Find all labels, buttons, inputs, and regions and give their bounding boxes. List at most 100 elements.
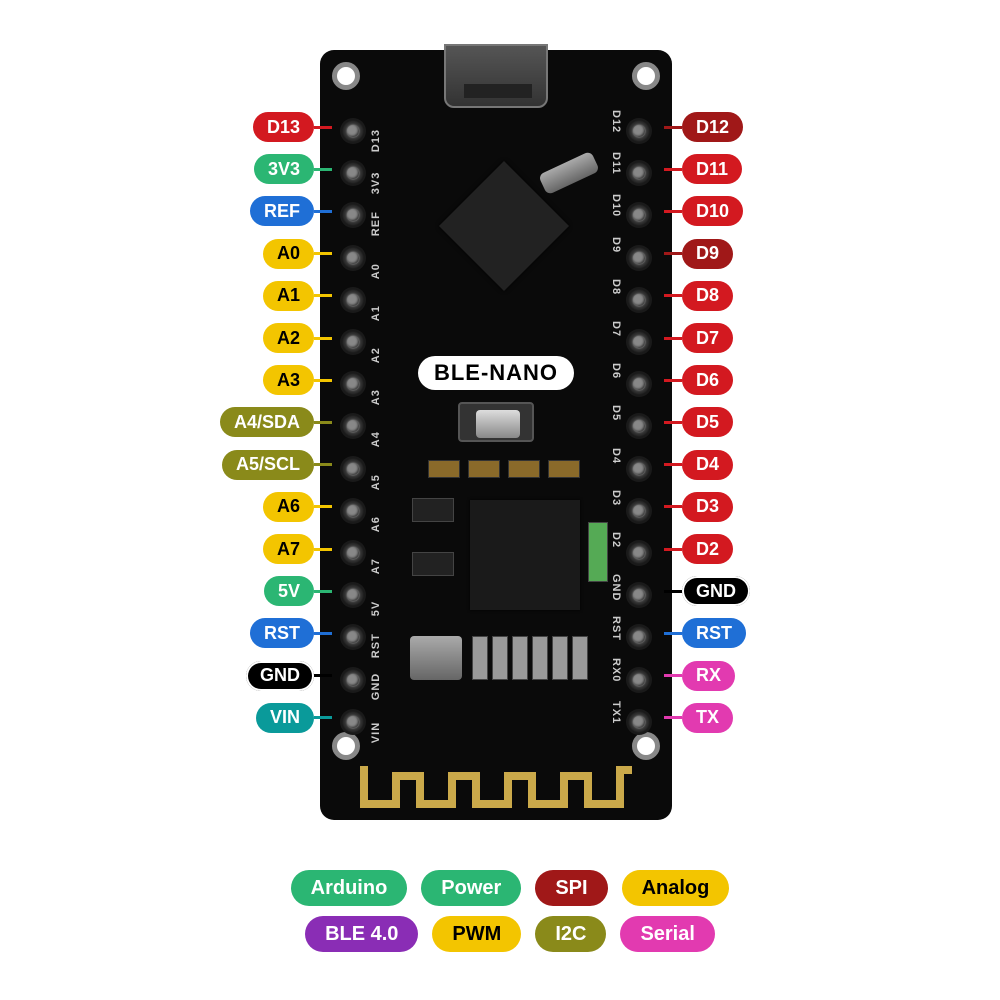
pin-label-row: A3 [263, 365, 332, 395]
silk-label: A6 [370, 490, 382, 532]
capacitor-bank-icon [470, 634, 590, 682]
pin-pad [626, 448, 652, 490]
pin-connector-line [664, 505, 682, 508]
pin-pad [626, 532, 652, 574]
pin-label-row: A1 [263, 281, 332, 311]
pin-label: A1 [263, 281, 314, 311]
pin-header-left [340, 110, 366, 743]
crystal-oscillator-icon [538, 151, 600, 195]
pin-label: D5 [682, 407, 733, 437]
pin-connector-line [314, 337, 332, 340]
pin-pad [626, 363, 652, 405]
silk-label: 5V [370, 574, 382, 616]
pin-pad [626, 405, 652, 447]
pin-connector-line [314, 505, 332, 508]
silk-label: D10 [610, 194, 622, 236]
ic-icon [412, 498, 454, 522]
pin-connector-line [664, 674, 682, 677]
pin-label: VIN [256, 703, 314, 733]
pin-pad [340, 616, 366, 658]
legend-pill: Power [421, 870, 521, 906]
silkscreen-left: D133V3REFA0A1A2A3A4A5A6A75VRSTGNDVIN [370, 110, 382, 743]
pin-pad [340, 237, 366, 279]
legend-pill: Serial [620, 916, 714, 952]
pin-connector-line [314, 674, 332, 677]
pin-label: A3 [263, 365, 314, 395]
silk-label: D9 [610, 237, 622, 279]
pin-label: A6 [263, 492, 314, 522]
pin-label: D7 [682, 323, 733, 353]
legend-pill: SPI [535, 870, 607, 906]
silk-label: D6 [610, 363, 622, 405]
pin-pad [626, 321, 652, 363]
pin-label-row: GND [664, 576, 750, 606]
pin-label-row: D3 [664, 492, 733, 522]
pin-pad [340, 658, 366, 700]
pin-label: D2 [682, 534, 733, 564]
ble-chip-icon [470, 500, 580, 610]
capacitor-icon [468, 460, 500, 478]
pin-label-row: D12 [664, 112, 743, 142]
pin-connector-line [664, 548, 682, 551]
legend-pill: PWM [432, 916, 521, 952]
silk-label: GND [370, 658, 382, 700]
ic-icon [412, 552, 454, 576]
antenna-trace-icon [360, 766, 632, 808]
pin-label: 3V3 [254, 154, 314, 184]
pin-pad [626, 490, 652, 532]
silk-label: TX1 [610, 701, 622, 743]
pin-connector-line [314, 294, 332, 297]
silkscreen-right: D12D11D10D9D8D7D6D5D4D3D2GNDRSTRX0TX1 [610, 110, 622, 743]
pin-label: D10 [682, 196, 743, 226]
pin-label: D8 [682, 281, 733, 311]
pin-label-row: D9 [664, 239, 733, 269]
pin-label: D13 [253, 112, 314, 142]
pin-connector-line [314, 463, 332, 466]
pin-pad [340, 405, 366, 447]
silk-label: RST [610, 616, 622, 658]
silk-label: A3 [370, 363, 382, 405]
pin-label: 5V [264, 576, 314, 606]
pin-connector-line [314, 126, 332, 129]
pin-connector-line [314, 210, 332, 213]
silk-label: A1 [370, 279, 382, 321]
pin-label: REF [250, 196, 314, 226]
pin-label-row: 5V [264, 576, 332, 606]
pin-connector-line [664, 421, 682, 424]
silk-label: D5 [610, 405, 622, 447]
pin-label: A2 [263, 323, 314, 353]
pin-label: D9 [682, 239, 733, 269]
pin-connector-line [664, 379, 682, 382]
silk-label: REF [370, 194, 382, 236]
pin-label-row: D11 [664, 154, 742, 184]
pin-label-row: A5/SCL [222, 450, 332, 480]
pin-label: D12 [682, 112, 743, 142]
pin-pad [340, 363, 366, 405]
pin-header-right [626, 110, 652, 743]
pin-label: D4 [682, 450, 733, 480]
pin-label-row: D10 [664, 196, 743, 226]
board-diagram: D133V3REFA0A1A2A3A4A5A6A75VRSTGNDVIN D12… [320, 50, 672, 820]
board-name-label: BLE-NANO [418, 356, 574, 390]
pin-label-row: A0 [263, 239, 332, 269]
legend: ArduinoPowerSPIAnalogBLE 4.0PWMI2CSerial [240, 870, 780, 952]
silk-label: D2 [610, 532, 622, 574]
pin-pad [626, 152, 652, 194]
pin-label: RX [682, 661, 735, 691]
pin-label-row: A6 [263, 492, 332, 522]
silk-label: D7 [610, 321, 622, 363]
pin-pad [626, 658, 652, 700]
mounting-hole [332, 62, 360, 90]
silk-label: D12 [610, 110, 622, 152]
silk-label: A4 [370, 405, 382, 447]
ic-icon [588, 522, 608, 582]
reset-button-icon [458, 402, 534, 442]
pin-connector-line [664, 252, 682, 255]
pin-pad [340, 194, 366, 236]
pin-label: GND [246, 661, 314, 691]
pin-connector-line [314, 252, 332, 255]
pin-label: RST [250, 618, 314, 648]
pin-label-row: TX [664, 703, 733, 733]
capacitor-icon [548, 460, 580, 478]
pin-connector-line [314, 548, 332, 551]
